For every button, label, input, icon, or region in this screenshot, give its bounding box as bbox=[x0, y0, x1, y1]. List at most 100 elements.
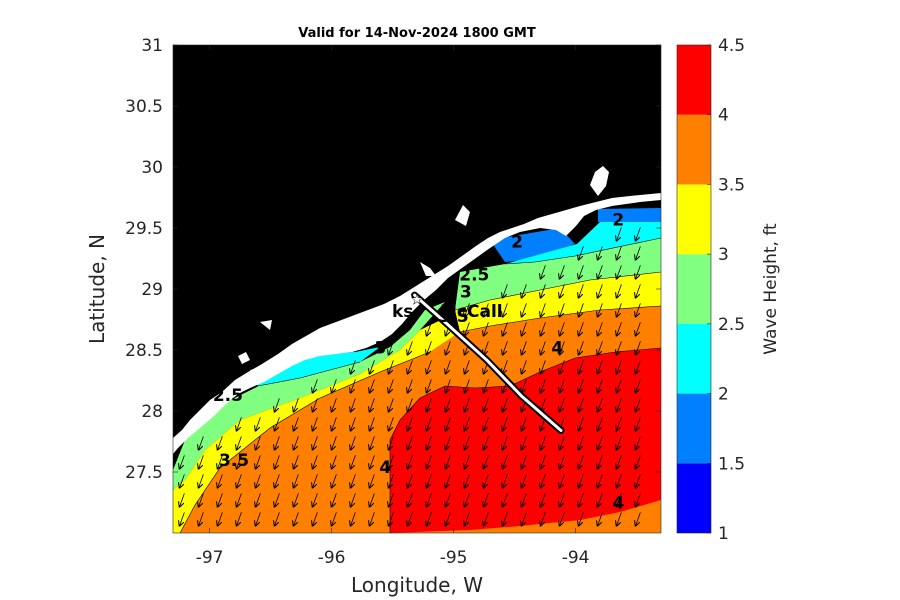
wave-vector bbox=[541, 265, 546, 278]
wave-vector bbox=[389, 341, 394, 354]
wave-vector bbox=[560, 303, 565, 316]
wave-vector bbox=[199, 436, 204, 449]
contour-label: 2 bbox=[612, 211, 624, 231]
wave-vector bbox=[503, 474, 508, 487]
wave-vector bbox=[579, 398, 584, 411]
wave-vector bbox=[541, 284, 546, 297]
wave-vector bbox=[617, 341, 622, 354]
wave-vector bbox=[465, 493, 470, 506]
wave-vector bbox=[199, 493, 204, 506]
ship-label: McCall bbox=[440, 302, 503, 322]
wave-vector bbox=[332, 474, 337, 487]
wave-vector bbox=[389, 455, 394, 468]
contour-label: 3 bbox=[374, 339, 386, 359]
y-tick-label: 28 bbox=[141, 402, 163, 422]
wave-vector bbox=[503, 417, 508, 430]
wave-vector bbox=[427, 512, 432, 525]
wave-vector bbox=[427, 455, 432, 468]
wave-vector bbox=[617, 265, 622, 278]
x-tick-label: -95 bbox=[440, 548, 468, 568]
wave-vector bbox=[351, 474, 356, 487]
wave-vector bbox=[275, 417, 280, 430]
wave-vector bbox=[446, 341, 451, 354]
wave-vector bbox=[180, 455, 185, 468]
wave-vector bbox=[522, 436, 527, 449]
wave-vector bbox=[446, 512, 451, 525]
wave-vector bbox=[560, 379, 565, 392]
contour-label: 2.5 bbox=[213, 386, 243, 406]
wave-vector bbox=[598, 360, 603, 373]
wave-vector bbox=[408, 436, 413, 449]
wave-vector bbox=[180, 474, 185, 487]
wave-vector bbox=[503, 284, 508, 297]
contour-label: 3.5 bbox=[219, 451, 249, 471]
wave-vector bbox=[408, 341, 413, 354]
wave-vector bbox=[370, 379, 375, 392]
wave-vector bbox=[503, 303, 508, 316]
wave-vector bbox=[218, 436, 223, 449]
wave-vector bbox=[522, 455, 527, 468]
wave-vector bbox=[636, 303, 641, 316]
contour-label: 4 bbox=[379, 458, 391, 478]
wave-vector bbox=[522, 417, 527, 430]
wave-vector bbox=[579, 341, 584, 354]
wave-vector bbox=[541, 474, 546, 487]
wave-vector bbox=[522, 360, 527, 373]
wave-vector bbox=[313, 417, 318, 430]
route-start-star-icon: ★ bbox=[411, 292, 424, 308]
wave-vector bbox=[370, 398, 375, 411]
wave-vector bbox=[313, 436, 318, 449]
wave-vector bbox=[465, 417, 470, 430]
wave-vector bbox=[579, 303, 584, 316]
wave-vector bbox=[503, 322, 508, 335]
wave-vector bbox=[294, 512, 299, 525]
colorbar-segment bbox=[677, 254, 711, 324]
wave-vector bbox=[351, 436, 356, 449]
wave-vector bbox=[199, 455, 204, 468]
wave-vector bbox=[332, 436, 337, 449]
wave-vector bbox=[199, 474, 204, 487]
wave-vector bbox=[541, 303, 546, 316]
wave-vector bbox=[522, 322, 527, 335]
wave-vector bbox=[256, 436, 261, 449]
wave-vector bbox=[579, 360, 584, 373]
wave-vector bbox=[370, 474, 375, 487]
contour-label: 4 bbox=[612, 494, 624, 514]
wave-vector bbox=[256, 455, 261, 468]
wave-vector bbox=[427, 474, 432, 487]
wave-vector bbox=[237, 455, 242, 468]
wave-vector bbox=[522, 474, 527, 487]
wave-vector bbox=[484, 493, 489, 506]
wave-vector bbox=[560, 398, 565, 411]
wave-vector bbox=[579, 493, 584, 506]
wave-vector bbox=[446, 493, 451, 506]
wave-vector bbox=[598, 436, 603, 449]
wave-vector bbox=[560, 341, 565, 354]
wave-vector bbox=[465, 474, 470, 487]
wave-vector bbox=[427, 417, 432, 430]
x-tick-label: -96 bbox=[318, 548, 346, 568]
wave-vector bbox=[408, 417, 413, 430]
wave-vector bbox=[579, 379, 584, 392]
wave-vector bbox=[332, 417, 337, 430]
colorbar-tick-label: 3 bbox=[718, 245, 729, 265]
wave-vector bbox=[636, 360, 641, 373]
wave-vector bbox=[180, 512, 185, 525]
wave-vector bbox=[598, 322, 603, 335]
wave-vector bbox=[256, 474, 261, 487]
wave-vector bbox=[598, 265, 603, 278]
x-axis-label: Longitude, W bbox=[351, 573, 483, 597]
wave-vector bbox=[465, 360, 470, 373]
contour-label: 2.5 bbox=[459, 265, 489, 285]
wave-vector bbox=[484, 398, 489, 411]
wave-vector bbox=[636, 455, 641, 468]
wave-vector bbox=[218, 512, 223, 525]
wave-vector bbox=[598, 303, 603, 316]
wave-vector bbox=[237, 493, 242, 506]
wave-vector bbox=[541, 360, 546, 373]
wave-vector bbox=[351, 455, 356, 468]
wave-vector bbox=[541, 455, 546, 468]
wave-vector bbox=[598, 284, 603, 297]
